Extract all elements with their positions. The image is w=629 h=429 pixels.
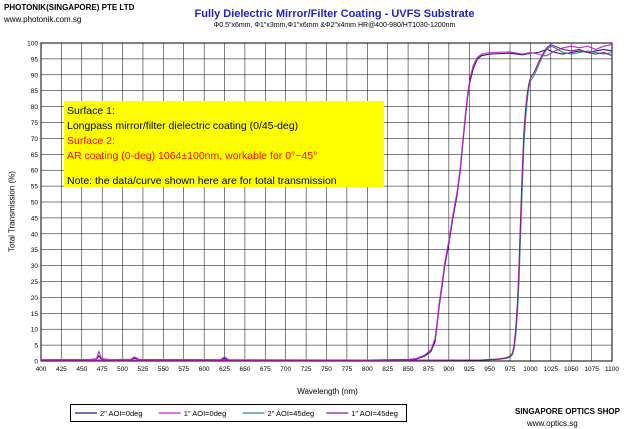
x-tick-label: 750: [321, 366, 332, 373]
y-tick-label: 10: [31, 327, 39, 334]
x-tick-label: 550: [158, 366, 169, 373]
x-tick-label: 600: [199, 366, 210, 373]
x-tick-label: 425: [56, 366, 67, 373]
company-name: PHOTONIK(SINGAPORE) PTE LTD: [4, 3, 135, 12]
series-line-4: [41, 43, 613, 361]
x-tick-label: 725: [301, 366, 312, 373]
annotation-line-surface2-desc: AR coating (0-deg) 1064±100nm, workable …: [67, 150, 318, 162]
x-axis-label: Wavelength (nm): [297, 387, 358, 396]
x-tick-label: 1050: [564, 366, 579, 373]
y-tick-label: 75: [31, 120, 39, 127]
annotation-spacer: [64, 164, 384, 174]
x-tick-label: 1000: [523, 366, 538, 373]
x-tick-label: 400: [36, 366, 47, 373]
x-tick-label: 875: [423, 366, 434, 373]
x-tick-label: 450: [76, 366, 87, 373]
legend-label-3: 2" AOI=45deg: [268, 409, 315, 418]
annotation-box: Surface 1: Longpass mirror/filter dielec…: [64, 101, 384, 187]
brand-name: SINGAPORE OPTICS SHOP: [515, 407, 620, 416]
legend-label-2: 1" AOI=0deg: [184, 409, 227, 418]
x-tick-label: 825: [382, 366, 393, 373]
y-tick-label: 5: [34, 343, 38, 350]
x-tick-label: 1100: [605, 366, 619, 373]
x-tick-label: 850: [403, 366, 414, 373]
x-tick-label: 650: [239, 366, 250, 373]
x-tick-label: 500: [117, 366, 128, 373]
y-tick-label: 100: [27, 41, 38, 48]
x-tick-label: 575: [178, 366, 189, 373]
x-tick-label: 625: [219, 366, 230, 373]
y-tick-label: 50: [31, 200, 39, 207]
x-tick-label: 950: [484, 366, 495, 373]
y-tick-label: 20: [31, 295, 39, 302]
y-tick-label: 30: [31, 263, 39, 270]
annotation-line-note: Note: the data/curve shown here are for …: [67, 175, 337, 187]
x-tick-label: 525: [138, 366, 149, 373]
y-tick-label: 55: [31, 184, 39, 191]
brand-url[interactable]: www.optics.sg: [527, 419, 578, 428]
x-tick-label: 975: [505, 366, 516, 373]
legend-label-1: 2" AOI=0deg: [100, 409, 143, 418]
company-url[interactable]: www.photonik.com.sg: [4, 15, 82, 24]
legend-label-4: 1" AOI=45deg: [351, 409, 398, 418]
x-tick-label: 775: [341, 366, 352, 373]
chart-subtitle: Φ0.5"x6mm, Φ1"x3mm,Φ1"x6mm &Φ2"x4mm HR@4…: [213, 22, 456, 29]
annotation-line-surface1-desc: Longpass mirror/filter dielectric coatin…: [67, 120, 299, 132]
y-tick-label: 70: [31, 136, 39, 143]
y-tick-label: 90: [31, 72, 39, 79]
legend-entries: 2" AOI=0deg 1" AOI=0deg 2" AOI=45deg 1" AOI…: [75, 409, 398, 418]
chart-title: Fully Dielectric Mirror/Filter Coating -…: [194, 8, 475, 20]
x-tick-label: 700: [280, 366, 291, 373]
y-tick-label: 95: [31, 56, 39, 63]
annotation-line-surface1: Surface 1:: [67, 105, 115, 117]
y-tick-label: 40: [31, 231, 39, 238]
y-tick-label: 65: [31, 152, 39, 159]
x-tick-label: 925: [464, 366, 475, 373]
x-tick-label: 1025: [544, 366, 559, 373]
x-tick-label: 1075: [584, 366, 599, 373]
y-tick-label: 60: [31, 168, 39, 175]
y-tick-label: 80: [31, 104, 39, 111]
y-tick-label: 45: [31, 215, 39, 222]
series-line-3: [40, 45, 613, 361]
annotation-line-surface2: Surface 2:: [67, 135, 115, 147]
y-tick-label: 85: [31, 88, 39, 95]
x-tick-label: 800: [362, 366, 373, 373]
y-tick-label: 15: [31, 311, 39, 318]
x-tick-label: 475: [97, 366, 108, 373]
y-axis-label: Total Transmission (%): [7, 171, 17, 252]
y-tick-label: 0: [34, 359, 38, 366]
y-tick-label: 35: [31, 247, 39, 254]
chart-legend: 2" AOI=0deg 1" AOI=0deg 2" AOI=45deg 1" AOI…: [70, 404, 407, 422]
y-tick-label: 25: [31, 279, 39, 286]
x-tick-label: 675: [260, 366, 271, 373]
x-tick-label: 900: [443, 366, 454, 373]
series-line-2: [40, 44, 613, 361]
